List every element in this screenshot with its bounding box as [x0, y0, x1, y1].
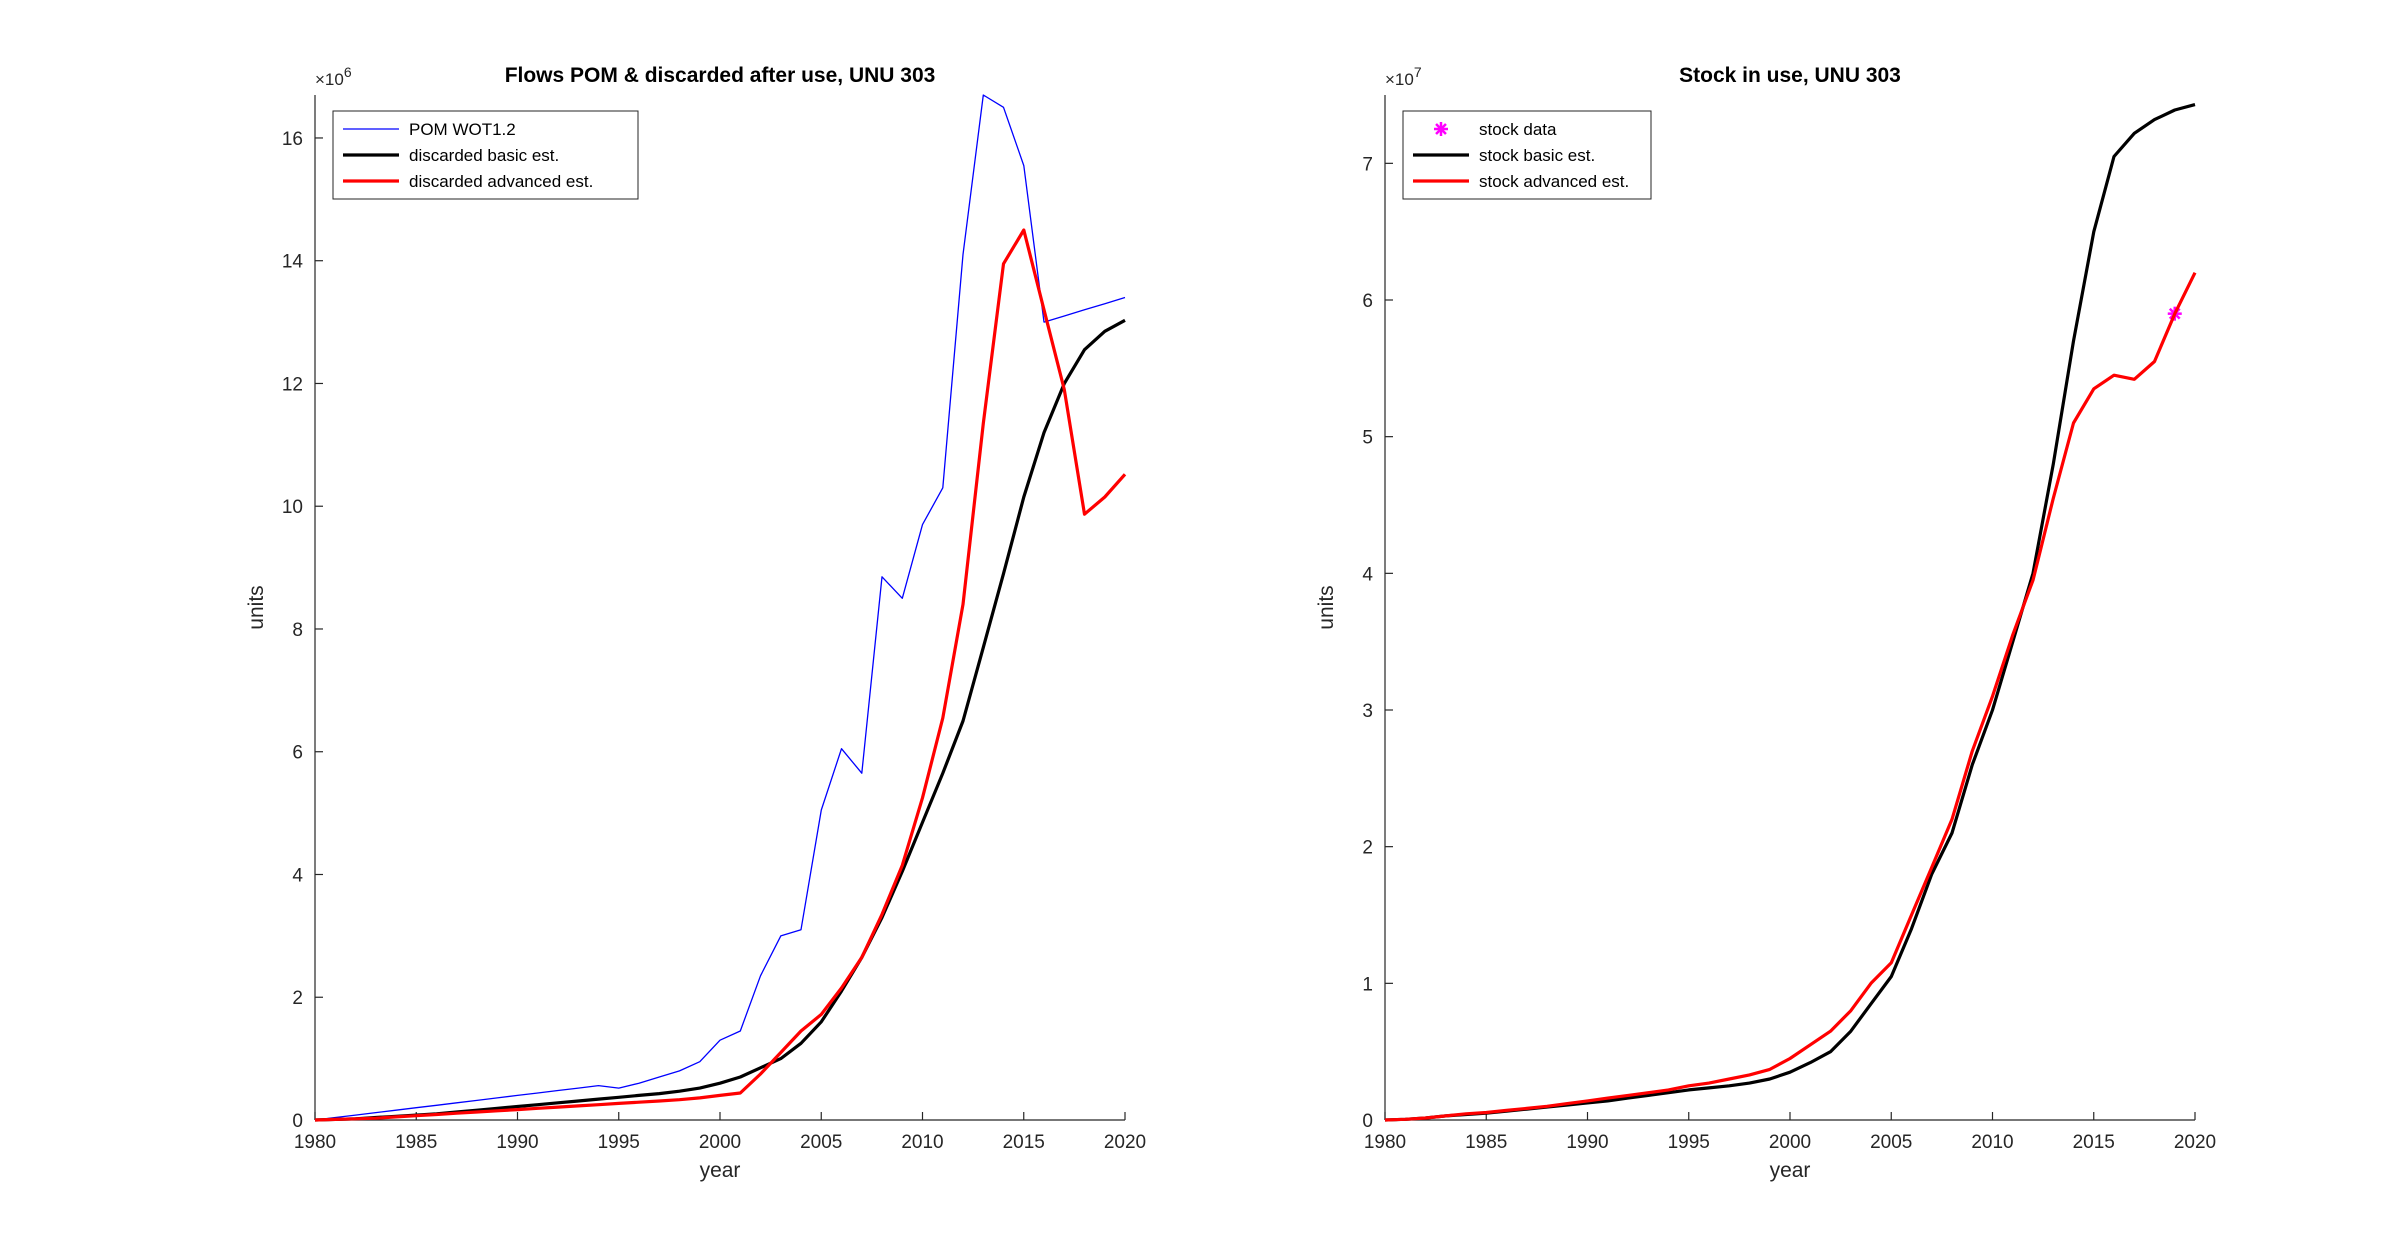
y-exponent-label: ×107 — [1385, 64, 1422, 89]
y-tick-label: 0 — [1362, 1111, 1373, 1132]
x-tick-label: 1990 — [496, 1132, 538, 1153]
legend-item: discarded basic est. — [343, 146, 559, 165]
y-tick-label: 2 — [292, 988, 303, 1009]
legend-label: stock basic est. — [1479, 146, 1595, 165]
legend-label: discarded basic est. — [409, 146, 559, 165]
y-tick-label: 12 — [282, 374, 303, 395]
y-tick-label: 6 — [1362, 291, 1373, 312]
series-line-3 — [314, 228, 1127, 1122]
x-tick-label: 2010 — [901, 1132, 943, 1153]
x-tick-label: 2000 — [1769, 1132, 1811, 1153]
y-tick-label: 8 — [292, 620, 303, 641]
legend-item: stock advanced est. — [1413, 172, 1629, 191]
chart-2: 1980 1985 1990 1995 2000 2005 2010 2015 2020 0 1 2 3… — [1315, 64, 2216, 1182]
x-tick-label: 1985 — [1465, 1132, 1507, 1153]
chart-1: 1980 1985 1990 1995 2000 2005 2010 2015 2020 0 2 4 6… — [245, 64, 1146, 1182]
legend-label: stock data — [1479, 120, 1557, 139]
legend-item: stock basic est. — [1413, 146, 1595, 165]
legend-item: discarded advanced est. — [343, 172, 593, 191]
series-line-3 — [1384, 271, 2197, 1122]
y-tick-label: 7 — [1362, 154, 1373, 175]
x-tick-label: 1985 — [395, 1132, 437, 1153]
y-axis-label: units — [1315, 585, 1338, 629]
x-tick-label: 1980 — [294, 1132, 336, 1153]
y-axis-label: units — [245, 585, 268, 629]
x-axis-label: year — [700, 1159, 741, 1182]
x-tick-label: 2010 — [1971, 1132, 2013, 1153]
y-tick-label: 2 — [1362, 838, 1373, 859]
y-tick-label: 4 — [292, 865, 303, 886]
x-tick-label: 2005 — [1870, 1132, 1912, 1153]
x-tick-label: 2000 — [699, 1132, 741, 1153]
y-tick-label: 16 — [282, 129, 303, 150]
y-tick-label: 0 — [292, 1111, 303, 1132]
series-line-2 — [1384, 103, 2196, 1122]
legend-item: POM WOT1.2 — [343, 120, 516, 139]
series-line-1 — [314, 94, 1126, 1121]
x-tick-label: 1995 — [1668, 1132, 1710, 1153]
x-tick-label: 2015 — [2073, 1132, 2115, 1153]
x-tick-label: 2005 — [800, 1132, 842, 1153]
chart-title: Stock in use, UNU 303 — [1679, 64, 1901, 87]
y-tick-label: 1 — [1362, 974, 1373, 995]
legend-label: stock advanced est. — [1479, 172, 1629, 191]
x-tick-label: 2020 — [1104, 1132, 1146, 1153]
x-tick-label: 1995 — [598, 1132, 640, 1153]
legend: stock data stock basic est. stock advanced… — [1402, 110, 1652, 200]
y-tick-label: 14 — [282, 252, 304, 273]
y-tick-label: 3 — [1362, 701, 1373, 722]
legend-label: POM WOT1.2 — [409, 120, 516, 139]
x-tick-label: 1980 — [1364, 1132, 1406, 1153]
series-line-2 — [314, 318, 1126, 1122]
y-tick-label: 10 — [282, 497, 303, 518]
legend-label: discarded advanced est. — [409, 172, 593, 191]
x-tick-label: 1990 — [1566, 1132, 1608, 1153]
y-exponent-label: ×106 — [315, 64, 352, 89]
y-tick-label: 6 — [292, 743, 303, 764]
x-tick-label: 2015 — [1003, 1132, 1045, 1153]
x-axis-label: year — [1770, 1159, 1811, 1182]
chart-title: Flows POM & discarded after use, UNU 303 — [505, 64, 936, 87]
legend-item: stock data — [1434, 120, 1557, 139]
y-tick-label: 4 — [1362, 564, 1373, 585]
y-tick-label: 5 — [1362, 428, 1373, 449]
x-tick-label: 2020 — [2174, 1132, 2216, 1153]
legend: POM WOT1.2 discarded basic est. discarded … — [332, 110, 639, 200]
